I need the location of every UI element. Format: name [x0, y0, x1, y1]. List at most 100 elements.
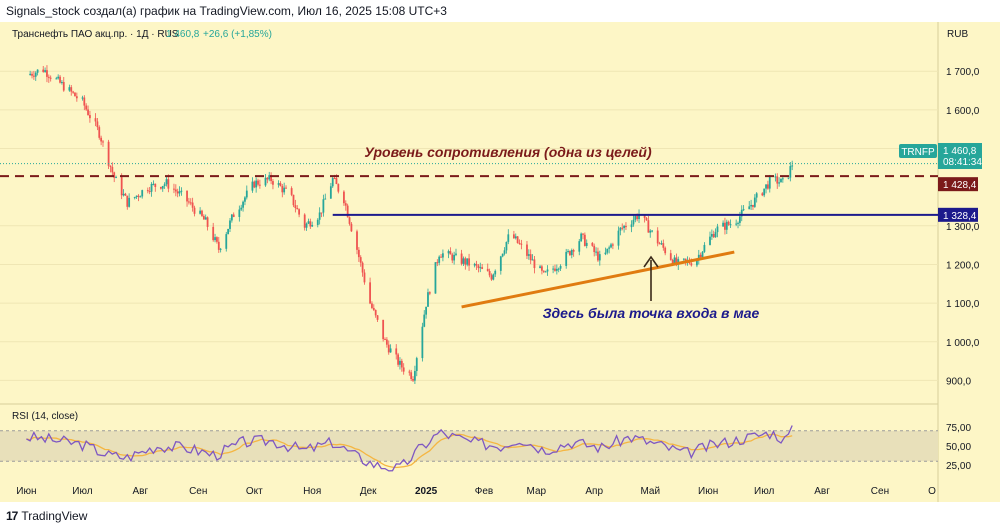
candle[interactable]	[165, 176, 168, 187]
candle[interactable]	[242, 200, 244, 212]
candle[interactable]	[660, 240, 663, 246]
candle[interactable]	[621, 223, 624, 231]
candle[interactable]	[488, 268, 491, 278]
candle[interactable]	[767, 180, 769, 190]
candle[interactable]	[427, 288, 429, 307]
candle[interactable]	[174, 184, 177, 197]
candle[interactable]	[230, 213, 233, 223]
candle[interactable]	[350, 222, 353, 232]
candle[interactable]	[514, 233, 517, 240]
candle[interactable]	[557, 267, 560, 273]
candle[interactable]	[167, 174, 170, 193]
candle[interactable]	[656, 227, 659, 247]
candle[interactable]	[102, 140, 104, 147]
candle[interactable]	[763, 188, 766, 198]
resistance-annotation[interactable]: Уровень сопротивления (одна из целей)	[364, 144, 652, 160]
candle[interactable]	[139, 195, 142, 198]
candle[interactable]	[466, 258, 469, 267]
candle[interactable]	[283, 182, 286, 195]
candle[interactable]	[266, 177, 269, 184]
candle[interactable]	[529, 249, 532, 265]
candle[interactable]	[492, 273, 495, 281]
candle[interactable]	[126, 195, 129, 210]
candle[interactable]	[59, 74, 61, 84]
candle[interactable]	[464, 256, 467, 270]
candle[interactable]	[348, 216, 351, 226]
candle[interactable]	[606, 248, 609, 255]
candle-series[interactable]	[29, 65, 794, 385]
candle[interactable]	[410, 369, 413, 382]
candle[interactable]	[787, 177, 790, 180]
candle[interactable]	[455, 248, 457, 257]
candle[interactable]	[135, 195, 138, 199]
candle[interactable]	[604, 247, 607, 256]
candle[interactable]	[768, 174, 771, 193]
candle[interactable]	[531, 254, 534, 261]
candle[interactable]	[703, 242, 706, 253]
candle[interactable]	[789, 161, 792, 182]
candle[interactable]	[29, 70, 32, 76]
candle[interactable]	[453, 251, 456, 265]
candle[interactable]	[270, 172, 272, 185]
candle[interactable]	[436, 259, 439, 267]
candle[interactable]	[376, 314, 379, 322]
candle[interactable]	[710, 229, 713, 240]
candle[interactable]	[369, 277, 371, 305]
candle[interactable]	[473, 262, 476, 268]
candle[interactable]	[554, 264, 556, 272]
candle[interactable]	[421, 322, 424, 362]
candle[interactable]	[425, 306, 428, 319]
tradingview-logo[interactable]: 17 TradingView	[6, 509, 87, 523]
candle[interactable]	[716, 223, 719, 238]
candle[interactable]	[89, 110, 91, 123]
candle[interactable]	[399, 357, 401, 370]
candle[interactable]	[322, 194, 325, 217]
candle[interactable]	[725, 219, 728, 235]
candle[interactable]	[109, 165, 112, 173]
candle[interactable]	[780, 178, 782, 183]
candle[interactable]	[475, 260, 478, 270]
candle[interactable]	[722, 220, 724, 227]
candle[interactable]	[539, 264, 541, 269]
candle[interactable]	[748, 201, 751, 210]
candle[interactable]	[264, 173, 267, 187]
candle[interactable]	[662, 239, 665, 251]
candle[interactable]	[225, 231, 228, 252]
candle[interactable]	[212, 222, 215, 242]
candle[interactable]	[81, 95, 84, 101]
candle[interactable]	[216, 236, 218, 244]
candle[interactable]	[651, 230, 654, 233]
candle[interactable]	[186, 190, 188, 207]
candle[interactable]	[645, 217, 648, 221]
candle[interactable]	[83, 95, 86, 111]
candle[interactable]	[569, 250, 571, 257]
candle[interactable]	[238, 205, 241, 222]
candle[interactable]	[133, 196, 136, 200]
candle[interactable]	[152, 180, 155, 186]
candle[interactable]	[87, 105, 89, 116]
candle[interactable]	[542, 270, 545, 273]
candle[interactable]	[742, 205, 745, 212]
candle[interactable]	[503, 247, 506, 256]
candle[interactable]	[753, 194, 756, 208]
candle[interactable]	[44, 67, 46, 73]
candle[interactable]	[505, 241, 508, 254]
candle[interactable]	[597, 247, 599, 262]
candle[interactable]	[565, 248, 568, 269]
candle[interactable]	[382, 319, 385, 342]
candle[interactable]	[150, 182, 153, 197]
candle[interactable]	[608, 245, 611, 254]
candle[interactable]	[481, 263, 484, 270]
candle[interactable]	[337, 183, 340, 194]
candle[interactable]	[462, 256, 465, 266]
candle[interactable]	[572, 248, 575, 257]
candle[interactable]	[55, 76, 58, 80]
candle[interactable]	[776, 173, 779, 189]
candle[interactable]	[755, 192, 758, 203]
candle[interactable]	[124, 192, 127, 196]
candle[interactable]	[193, 205, 196, 217]
candle[interactable]	[428, 291, 431, 296]
candle[interactable]	[649, 229, 652, 238]
candle[interactable]	[188, 197, 190, 205]
candle[interactable]	[727, 220, 730, 226]
